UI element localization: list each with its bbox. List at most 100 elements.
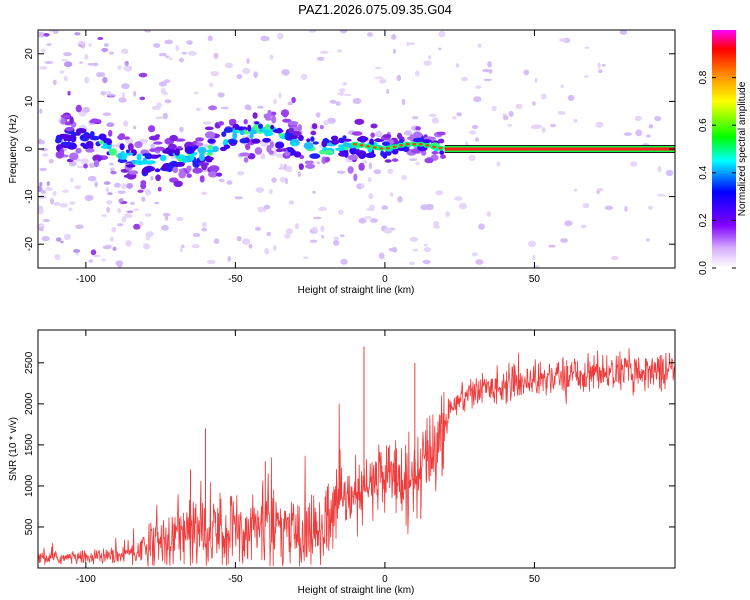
colorbar: 0.0 0.2 0.4 0.6 0.8 Normalized spectral ampl… xyxy=(698,30,748,275)
spectral-blob xyxy=(598,69,603,74)
spectral-blob xyxy=(187,51,197,56)
spectral-blob xyxy=(192,167,203,174)
spectral-blob xyxy=(107,93,117,97)
spectral-blob xyxy=(557,110,566,115)
spectral-blob xyxy=(265,131,274,136)
spectral-blob xyxy=(242,67,251,75)
spectral-blob xyxy=(532,101,536,106)
y-tick-label: 1000 xyxy=(24,474,35,497)
spectral-blob xyxy=(291,142,298,147)
spectral-blob xyxy=(280,109,290,117)
spectral-blob xyxy=(43,33,50,37)
spectral-blob xyxy=(97,37,104,40)
spectral-blob xyxy=(265,117,272,121)
spectral-blob xyxy=(74,185,82,190)
spectral-blob xyxy=(63,52,72,57)
spectral-blob xyxy=(324,156,331,163)
spectral-blob xyxy=(331,139,340,145)
spectral-blob xyxy=(380,150,385,157)
spectral-blob xyxy=(180,244,185,248)
spectral-blob xyxy=(252,112,258,119)
spectral-blob xyxy=(108,51,115,55)
spectral-blob xyxy=(199,175,205,183)
spectral-blob xyxy=(138,221,144,227)
spectral-blob xyxy=(123,120,129,127)
spectral-blob xyxy=(435,190,444,196)
spectral-blob xyxy=(126,182,133,189)
spectral-blob xyxy=(164,99,172,104)
spectral-blob xyxy=(381,141,390,146)
spectral-blob xyxy=(367,32,373,37)
spectral-blob xyxy=(175,44,180,52)
spectral-blob xyxy=(102,245,112,250)
spectral-blob xyxy=(272,245,277,251)
spectral-blob xyxy=(106,206,110,213)
spectral-blob xyxy=(70,177,74,183)
spectral-blob xyxy=(369,138,374,146)
spectral-blob xyxy=(117,207,122,214)
spectral-blob xyxy=(243,157,249,163)
spectral-blob xyxy=(263,204,271,210)
spectral-blob xyxy=(210,71,220,77)
spectral-blob xyxy=(272,128,284,134)
spectral-blob xyxy=(117,190,126,194)
spectral-blob xyxy=(270,111,277,116)
spectral-blob xyxy=(130,201,135,205)
spectral-blob xyxy=(53,201,61,206)
spectral-blob xyxy=(80,45,85,49)
x-tick-label: -50 xyxy=(228,274,243,285)
spectral-blob xyxy=(532,254,536,261)
spectral-blob xyxy=(201,227,208,232)
spectral-blob xyxy=(288,200,295,205)
x-tick-label: -100 xyxy=(76,274,96,285)
spectral-blob xyxy=(428,55,432,60)
spectral-blob xyxy=(347,154,359,161)
spectral-blob xyxy=(291,96,296,104)
spectral-blob xyxy=(372,146,377,149)
spectral-blob xyxy=(342,81,348,86)
spectral-blob xyxy=(431,151,439,155)
spectral-blob xyxy=(160,154,167,162)
spectral-blob xyxy=(75,147,82,154)
spectral-blob xyxy=(186,165,192,172)
spectral-blob xyxy=(602,63,606,67)
spectral-blob xyxy=(368,193,374,200)
spectral-blob xyxy=(228,118,237,125)
spectral-blob xyxy=(487,61,492,68)
spectral-blob xyxy=(323,150,334,155)
spectral-blob xyxy=(285,165,293,173)
spectral-blob xyxy=(338,137,345,144)
spectral-blob xyxy=(206,149,215,153)
colorbar-tick-label: 0.8 xyxy=(698,70,709,84)
spectral-blob xyxy=(409,236,419,242)
spectral-blob xyxy=(161,224,169,231)
spectral-blob xyxy=(195,142,204,147)
spectral-blob xyxy=(309,239,318,243)
spectral-blob xyxy=(280,163,284,170)
spectral-blob xyxy=(354,118,365,125)
spectral-blob xyxy=(113,182,121,188)
spectral-blob xyxy=(223,144,231,150)
y-tick-label: 500 xyxy=(24,518,35,535)
spectral-blob xyxy=(112,246,117,251)
spectral-blob xyxy=(433,225,441,229)
spectral-blob xyxy=(337,92,341,96)
spectral-blob xyxy=(118,97,127,103)
spectral-blob xyxy=(101,258,106,262)
spectral-blob xyxy=(154,146,166,151)
spectral-blob xyxy=(56,237,62,242)
spectral-blob xyxy=(89,135,100,141)
spectral-blob xyxy=(401,175,407,180)
spectral-blob xyxy=(263,113,273,118)
spectral-blob xyxy=(203,156,214,161)
spectral-blob xyxy=(162,149,170,154)
spectral-blob xyxy=(415,161,420,166)
spectral-blob xyxy=(370,132,376,138)
spectral-blob xyxy=(383,227,393,234)
spectral-blob xyxy=(96,72,103,78)
spectral-blob xyxy=(248,243,253,249)
spectral-blob xyxy=(145,231,154,237)
spectral-blob xyxy=(423,247,432,253)
spectral-blob xyxy=(75,130,81,136)
spectral-blob xyxy=(162,92,168,96)
